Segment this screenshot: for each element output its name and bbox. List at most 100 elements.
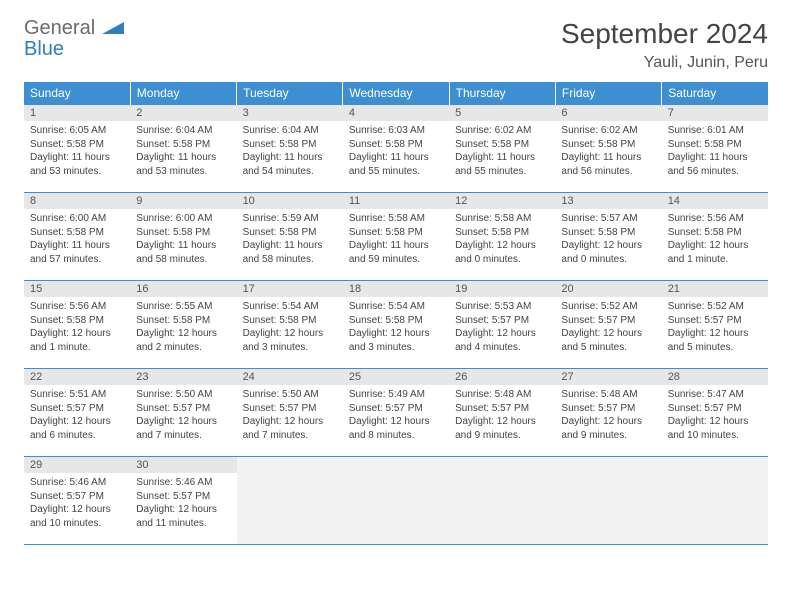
day-details: Sunrise: 5:47 AMSunset: 5:57 PMDaylight:… xyxy=(662,385,768,446)
weekday-header: Friday xyxy=(555,82,661,105)
day-number: 23 xyxy=(130,369,236,385)
calendar-row: 8Sunrise: 6:00 AMSunset: 5:58 PMDaylight… xyxy=(24,193,768,281)
day-details: Sunrise: 5:58 AMSunset: 5:58 PMDaylight:… xyxy=(343,209,449,270)
day-number: 27 xyxy=(555,369,661,385)
calendar-row: 29Sunrise: 5:46 AMSunset: 5:57 PMDayligh… xyxy=(24,457,768,545)
logo: General Blue xyxy=(24,18,124,59)
calendar-cell-empty xyxy=(343,457,449,545)
calendar-cell: 2Sunrise: 6:04 AMSunset: 5:58 PMDaylight… xyxy=(130,105,236,193)
calendar-table: SundayMondayTuesdayWednesdayThursdayFrid… xyxy=(24,82,768,545)
calendar-cell: 6Sunrise: 6:02 AMSunset: 5:58 PMDaylight… xyxy=(555,105,661,193)
day-details: Sunrise: 5:46 AMSunset: 5:57 PMDaylight:… xyxy=(130,473,236,534)
calendar-cell: 21Sunrise: 5:52 AMSunset: 5:57 PMDayligh… xyxy=(662,281,768,369)
day-details: Sunrise: 5:52 AMSunset: 5:57 PMDaylight:… xyxy=(555,297,661,358)
weekday-header: Wednesday xyxy=(343,82,449,105)
weekday-header: Saturday xyxy=(662,82,768,105)
day-details: Sunrise: 6:04 AMSunset: 5:58 PMDaylight:… xyxy=(130,121,236,182)
day-number: 8 xyxy=(24,193,130,209)
calendar-cell: 4Sunrise: 6:03 AMSunset: 5:58 PMDaylight… xyxy=(343,105,449,193)
weekday-header: Tuesday xyxy=(237,82,343,105)
calendar-cell: 24Sunrise: 5:50 AMSunset: 5:57 PMDayligh… xyxy=(237,369,343,457)
calendar-cell: 29Sunrise: 5:46 AMSunset: 5:57 PMDayligh… xyxy=(24,457,130,545)
calendar-cell-empty xyxy=(555,457,661,545)
day-number: 9 xyxy=(130,193,236,209)
day-details: Sunrise: 5:46 AMSunset: 5:57 PMDaylight:… xyxy=(24,473,130,534)
day-number: 19 xyxy=(449,281,555,297)
day-details: Sunrise: 5:50 AMSunset: 5:57 PMDaylight:… xyxy=(130,385,236,446)
day-number: 7 xyxy=(662,105,768,121)
day-number: 14 xyxy=(662,193,768,209)
logo-word2: Blue xyxy=(24,39,124,59)
day-number: 22 xyxy=(24,369,130,385)
day-number: 13 xyxy=(555,193,661,209)
logo-word1: General xyxy=(24,17,95,39)
day-number: 10 xyxy=(237,193,343,209)
day-number: 4 xyxy=(343,105,449,121)
day-number: 11 xyxy=(343,193,449,209)
day-details: Sunrise: 6:02 AMSunset: 5:58 PMDaylight:… xyxy=(555,121,661,182)
calendar-body: 1Sunrise: 6:05 AMSunset: 5:58 PMDaylight… xyxy=(24,105,768,545)
day-number: 29 xyxy=(24,457,130,473)
calendar-cell: 23Sunrise: 5:50 AMSunset: 5:57 PMDayligh… xyxy=(130,369,236,457)
calendar-cell-empty xyxy=(449,457,555,545)
day-number: 16 xyxy=(130,281,236,297)
calendar-cell: 10Sunrise: 5:59 AMSunset: 5:58 PMDayligh… xyxy=(237,193,343,281)
calendar-cell: 13Sunrise: 5:57 AMSunset: 5:58 PMDayligh… xyxy=(555,193,661,281)
calendar-cell: 5Sunrise: 6:02 AMSunset: 5:58 PMDaylight… xyxy=(449,105,555,193)
calendar-cell: 26Sunrise: 5:48 AMSunset: 5:57 PMDayligh… xyxy=(449,369,555,457)
day-details: Sunrise: 5:48 AMSunset: 5:57 PMDaylight:… xyxy=(555,385,661,446)
calendar-row: 1Sunrise: 6:05 AMSunset: 5:58 PMDaylight… xyxy=(24,105,768,193)
day-details: Sunrise: 5:50 AMSunset: 5:57 PMDaylight:… xyxy=(237,385,343,446)
day-number: 30 xyxy=(130,457,236,473)
day-number: 26 xyxy=(449,369,555,385)
day-details: Sunrise: 5:56 AMSunset: 5:58 PMDaylight:… xyxy=(24,297,130,358)
header: General Blue September 2024 Yauli, Junin… xyxy=(24,18,768,72)
day-details: Sunrise: 5:52 AMSunset: 5:57 PMDaylight:… xyxy=(662,297,768,358)
day-number: 2 xyxy=(130,105,236,121)
day-details: Sunrise: 6:00 AMSunset: 5:58 PMDaylight:… xyxy=(24,209,130,270)
day-details: Sunrise: 5:58 AMSunset: 5:58 PMDaylight:… xyxy=(449,209,555,270)
location: Yauli, Junin, Peru xyxy=(561,54,768,72)
day-details: Sunrise: 6:00 AMSunset: 5:58 PMDaylight:… xyxy=(130,209,236,270)
day-details: Sunrise: 5:54 AMSunset: 5:58 PMDaylight:… xyxy=(343,297,449,358)
day-details: Sunrise: 5:56 AMSunset: 5:58 PMDaylight:… xyxy=(662,209,768,270)
calendar-cell: 28Sunrise: 5:47 AMSunset: 5:57 PMDayligh… xyxy=(662,369,768,457)
day-details: Sunrise: 6:01 AMSunset: 5:58 PMDaylight:… xyxy=(662,121,768,182)
day-number: 1 xyxy=(24,105,130,121)
day-details: Sunrise: 5:49 AMSunset: 5:57 PMDaylight:… xyxy=(343,385,449,446)
day-number: 25 xyxy=(343,369,449,385)
day-number: 28 xyxy=(662,369,768,385)
day-details: Sunrise: 6:03 AMSunset: 5:58 PMDaylight:… xyxy=(343,121,449,182)
weekday-header: Monday xyxy=(130,82,236,105)
calendar-cell: 20Sunrise: 5:52 AMSunset: 5:57 PMDayligh… xyxy=(555,281,661,369)
day-details: Sunrise: 5:59 AMSunset: 5:58 PMDaylight:… xyxy=(237,209,343,270)
day-number: 6 xyxy=(555,105,661,121)
day-details: Sunrise: 5:51 AMSunset: 5:57 PMDaylight:… xyxy=(24,385,130,446)
day-details: Sunrise: 5:55 AMSunset: 5:58 PMDaylight:… xyxy=(130,297,236,358)
day-number: 24 xyxy=(237,369,343,385)
calendar-cell: 27Sunrise: 5:48 AMSunset: 5:57 PMDayligh… xyxy=(555,369,661,457)
day-details: Sunrise: 5:53 AMSunset: 5:57 PMDaylight:… xyxy=(449,297,555,358)
title-block: September 2024 Yauli, Junin, Peru xyxy=(561,18,768,72)
day-number: 5 xyxy=(449,105,555,121)
day-details: Sunrise: 5:54 AMSunset: 5:58 PMDaylight:… xyxy=(237,297,343,358)
calendar-cell: 9Sunrise: 6:00 AMSunset: 5:58 PMDaylight… xyxy=(130,193,236,281)
calendar-cell: 1Sunrise: 6:05 AMSunset: 5:58 PMDaylight… xyxy=(24,105,130,193)
calendar-cell: 25Sunrise: 5:49 AMSunset: 5:57 PMDayligh… xyxy=(343,369,449,457)
calendar-cell-empty xyxy=(237,457,343,545)
day-details: Sunrise: 6:02 AMSunset: 5:58 PMDaylight:… xyxy=(449,121,555,182)
calendar-cell: 7Sunrise: 6:01 AMSunset: 5:58 PMDaylight… xyxy=(662,105,768,193)
calendar-cell: 19Sunrise: 5:53 AMSunset: 5:57 PMDayligh… xyxy=(449,281,555,369)
calendar-cell: 12Sunrise: 5:58 AMSunset: 5:58 PMDayligh… xyxy=(449,193,555,281)
calendar-cell: 15Sunrise: 5:56 AMSunset: 5:58 PMDayligh… xyxy=(24,281,130,369)
calendar-row: 15Sunrise: 5:56 AMSunset: 5:58 PMDayligh… xyxy=(24,281,768,369)
day-number: 21 xyxy=(662,281,768,297)
day-number: 15 xyxy=(24,281,130,297)
weekday-header: Thursday xyxy=(449,82,555,105)
calendar-cell: 22Sunrise: 5:51 AMSunset: 5:57 PMDayligh… xyxy=(24,369,130,457)
day-details: Sunrise: 6:04 AMSunset: 5:58 PMDaylight:… xyxy=(237,121,343,182)
calendar-cell: 17Sunrise: 5:54 AMSunset: 5:58 PMDayligh… xyxy=(237,281,343,369)
day-number: 20 xyxy=(555,281,661,297)
day-number: 18 xyxy=(343,281,449,297)
calendar-cell: 8Sunrise: 6:00 AMSunset: 5:58 PMDaylight… xyxy=(24,193,130,281)
